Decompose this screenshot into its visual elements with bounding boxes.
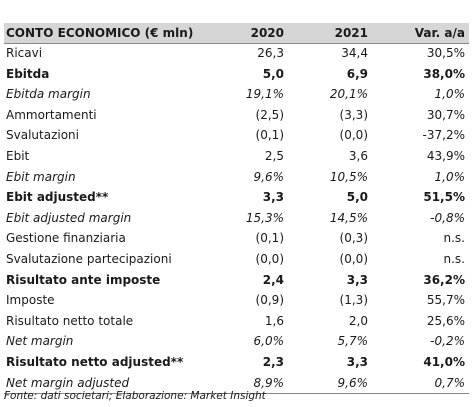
value-2021: 14,5% — [329, 210, 368, 225]
value-2021: 3,3 — [346, 272, 368, 287]
row-label: Imposte — [6, 293, 55, 308]
value-variation: n.s. — [443, 231, 466, 246]
value-variation: 1,0% — [434, 169, 466, 184]
row-label: Net margin adjusted — [6, 375, 130, 390]
row-label: Ebit — [6, 148, 30, 163]
table-row: Ammortamenti (2,5) (3,3) 30,7% — [4, 106, 469, 127]
value-variation: 55,7% — [426, 293, 465, 308]
table-row: Ebit adjusted** 3,3 5,0 51,5% — [4, 188, 469, 209]
value-2020: (0,9) — [255, 293, 284, 308]
value-2021: 3,6 — [348, 148, 368, 163]
value-2021: (0,3) — [339, 231, 368, 246]
value-2021: (1,3) — [339, 293, 368, 308]
value-2021: (0,0) — [339, 251, 368, 266]
row-label: Svalutazioni — [6, 128, 79, 143]
table-row: Svalutazione partecipazioni (0,0) (0,0) n.s… — [4, 250, 469, 271]
row-label: Ebitda margin — [6, 87, 91, 102]
header-2021: 2021 — [334, 26, 368, 40]
table-row: Gestione finanziaria (0,1) (0,3) n.s. — [4, 229, 469, 250]
table-row: Risultato ante imposte 2,4 3,3 36,2% — [4, 271, 469, 292]
value-variation: 43,9% — [426, 148, 465, 163]
table-body: Ricavi 26,3 34,4 30,5% Ebitda 5,0 6,9 38,0% Ebit… — [4, 44, 469, 395]
value-2021: (3,3) — [339, 107, 368, 122]
value-variation: 36,2% — [423, 272, 465, 287]
value-variation: n.s. — [443, 251, 466, 266]
value-2021: 2,0 — [348, 313, 368, 328]
value-2021: 10,5% — [329, 169, 368, 184]
value-2020: 6,0% — [253, 334, 285, 349]
row-label: Net margin — [6, 334, 74, 349]
value-2020: (0,0) — [255, 251, 284, 266]
table-row: Ebit adjusted margin 15,3% 14,5% -0,8% — [4, 209, 469, 230]
value-2020: 5,0 — [262, 66, 284, 81]
value-2021: 20,1% — [329, 87, 368, 102]
value-variation: 30,5% — [426, 46, 465, 60]
row-label: Ebit adjusted margin — [6, 210, 132, 225]
row-label: Risultato ante imposte — [6, 272, 161, 287]
table-row: Ebit 2,5 3,6 43,9% — [4, 147, 469, 168]
row-label: Ebitda — [6, 66, 50, 81]
header-label: CONTO ECONOMICO (€ mln) — [6, 26, 194, 40]
row-label: Ebit margin — [6, 169, 76, 184]
table-row: Ricavi 26,3 34,4 30,5% — [4, 44, 469, 65]
table-row: Risultato netto adjusted** 2,3 3,3 41,0% — [4, 353, 469, 374]
value-2021: 5,0 — [346, 190, 368, 205]
table-row: Ebit margin 9,6% 10,5% 1,0% — [4, 168, 469, 189]
value-2020: 2,5 — [264, 148, 284, 163]
table-row: Ebitda margin 19,1% 20,1% 1,0% — [4, 85, 469, 106]
value-2020: (2,5) — [255, 107, 284, 122]
value-variation: -37,2% — [422, 128, 465, 143]
header-variation: Var. a/a — [414, 26, 465, 40]
table-row: Ebitda 5,0 6,9 38,0% — [4, 65, 469, 86]
row-label: Svalutazione partecipazioni — [6, 251, 172, 266]
row-label: Gestione finanziaria — [6, 231, 126, 246]
value-2020: (0,1) — [255, 231, 284, 246]
value-variation: 25,6% — [426, 313, 465, 328]
row-label: Ricavi — [6, 46, 43, 60]
value-variation: 41,0% — [423, 354, 465, 369]
table-row: Net margin adjusted 8,9% 9,6% 0,7% — [4, 374, 469, 395]
table-row: Imposte (0,9) (1,3) 55,7% — [4, 291, 469, 312]
value-2020: 15,3% — [245, 210, 284, 225]
value-2020: 2,4 — [262, 272, 284, 287]
value-2021: 3,3 — [346, 354, 368, 369]
table-row: Svalutazioni (0,1) (0,0) -37,2% — [4, 126, 469, 147]
value-variation: 30,7% — [426, 107, 465, 122]
value-2020: 19,1% — [245, 87, 284, 102]
value-variation: -0,8% — [430, 210, 465, 225]
value-variation: 51,5% — [423, 190, 465, 205]
source-note: Fonte: dati societari; Elaborazione: Mar… — [4, 390, 266, 402]
value-2021: 6,9 — [346, 66, 368, 81]
value-2020: 1,6 — [264, 313, 284, 328]
row-label: Risultato netto totale — [6, 313, 134, 328]
header-2020: 2020 — [250, 26, 284, 40]
value-2020: 2,3 — [262, 354, 284, 369]
value-variation: 38,0% — [423, 66, 465, 81]
value-2020: 9,6% — [253, 169, 285, 184]
value-2021: (0,0) — [339, 128, 368, 143]
value-2021: 9,6% — [337, 375, 369, 390]
row-label: Ebit adjusted** — [6, 190, 109, 205]
value-2020: 8,9% — [253, 375, 285, 390]
value-variation: -0,2% — [430, 334, 465, 349]
value-2020: (0,1) — [255, 128, 284, 143]
table-row: Risultato netto totale 1,6 2,0 25,6% — [4, 312, 469, 333]
value-2020: 3,3 — [262, 190, 284, 205]
value-2021: 5,7% — [337, 334, 369, 349]
value-variation: 1,0% — [434, 87, 466, 102]
row-label: Ammortamenti — [6, 107, 97, 122]
table-row: Net margin 6,0% 5,7% -0,2% — [4, 332, 469, 353]
row-label: Risultato netto adjusted** — [6, 354, 184, 369]
value-2020: 26,3 — [257, 46, 284, 60]
table-header: CONTO ECONOMICO (€ mln) 2020 2021 Var. a… — [4, 23, 469, 44]
value-2021: 34,4 — [341, 46, 368, 60]
value-variation: 0,7% — [434, 375, 466, 390]
